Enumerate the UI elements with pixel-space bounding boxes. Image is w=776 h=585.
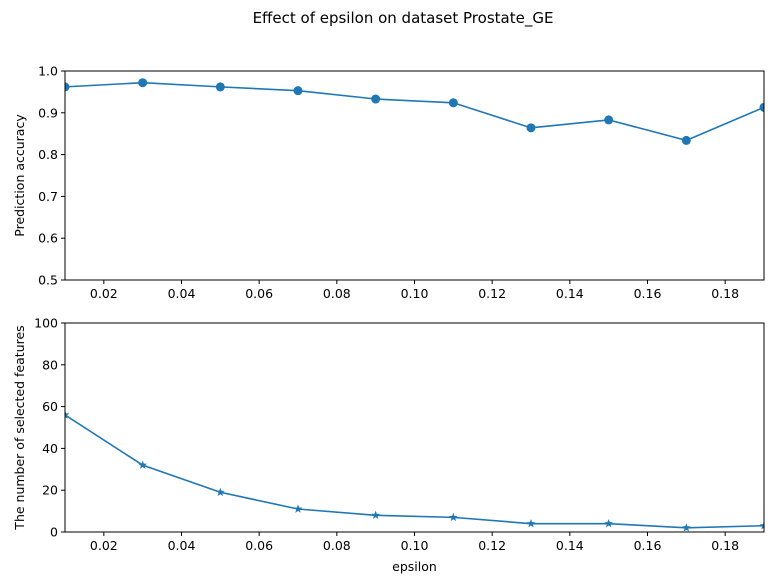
accuracy-x-tick-label: 0.18	[711, 286, 739, 301]
features-series-line	[65, 414, 764, 529]
accuracy-x-tick-label: 0.16	[634, 286, 662, 301]
features-x-tick-label: 0.02	[90, 538, 118, 553]
features-x-axis-label: epsilon	[392, 559, 437, 574]
features-x-tick-label: 0.04	[168, 538, 196, 553]
features-x-tick-label: 0.10	[401, 538, 429, 553]
figure-title: Effect of epsilon on dataset Prostate_GE	[253, 9, 554, 28]
features-data-point	[448, 512, 458, 522]
features-data-point	[526, 519, 536, 528]
features-x-tick-label: 0.12	[478, 538, 506, 553]
accuracy-x-tick-label: 0.12	[478, 286, 506, 301]
features-y-axis-label: The number of selected features	[12, 325, 27, 530]
features-y-tick-label: 100	[34, 316, 58, 331]
features-y-tick-label: 20	[42, 483, 58, 498]
features-data-point	[604, 519, 614, 528]
features-data-point	[138, 460, 148, 469]
features-y-tick-label: 80	[42, 357, 58, 372]
accuracy-y-axis-label: Prediction accuracy	[12, 114, 27, 237]
accuracy-data-point	[604, 115, 614, 125]
features-data-point	[759, 521, 764, 530]
features-data-point	[215, 487, 225, 497]
accuracy-x-tick-label: 0.14	[556, 286, 584, 301]
accuracy-data-point	[526, 123, 536, 133]
features-x-tick-label: 0.18	[711, 538, 739, 553]
accuracy-x-tick-label: 0.02	[90, 286, 118, 301]
accuracy-x-tick-label: 0.10	[401, 286, 429, 301]
accuracy-data-point	[65, 82, 70, 92]
features-y-tick-label: 60	[42, 399, 58, 414]
accuracy-data-point	[371, 94, 381, 104]
accuracy-subplot: 0.02 0.04 0.06 0.08 0.10 0.12 0.14 0.16 0.18 0.5 0…	[12, 64, 765, 301]
accuracy-data-point	[138, 78, 148, 88]
accuracy-series-line	[65, 81, 764, 142]
accuracy-x-tick-label: 0.06	[245, 286, 273, 301]
accuracy-data-point	[681, 135, 691, 145]
accuracy-data-point	[293, 86, 303, 96]
accuracy-y-tick-label: 0.7	[38, 189, 58, 204]
features-data-point	[293, 504, 303, 513]
accuracy-x-tick-label: 0.08	[323, 286, 351, 301]
accuracy-y-tick-label: 0.8	[38, 147, 58, 162]
features-data-point	[371, 510, 381, 519]
features-data-point	[65, 410, 70, 419]
accuracy-y-tick-label: 0.5	[38, 273, 58, 288]
accuracy-y-tick-label: 1.0	[38, 64, 58, 79]
features-x-tick-label: 0.16	[634, 538, 662, 553]
accuracy-data-point	[759, 102, 764, 112]
features-data-point	[681, 523, 691, 532]
features-y-tick-label: 40	[42, 441, 58, 456]
features-subplot: 0.02 0.04 0.06 0.08 0.10 0.12 0.14 0.16 0.18 0 20 4…	[12, 316, 765, 574]
features-x-tick-label: 0.14	[556, 538, 584, 553]
accuracy-x-tick-label: 0.04	[168, 286, 196, 301]
features-x-tick-label: 0.08	[323, 538, 351, 553]
accuracy-y-tick-label: 0.6	[38, 231, 58, 246]
accuracy-data-point	[448, 98, 458, 108]
features-x-tick-label: 0.06	[245, 538, 273, 553]
accuracy-y-tick-label: 0.9	[38, 105, 58, 120]
features-y-tick-label: 0	[50, 525, 58, 540]
accuracy-data-point	[215, 82, 225, 92]
